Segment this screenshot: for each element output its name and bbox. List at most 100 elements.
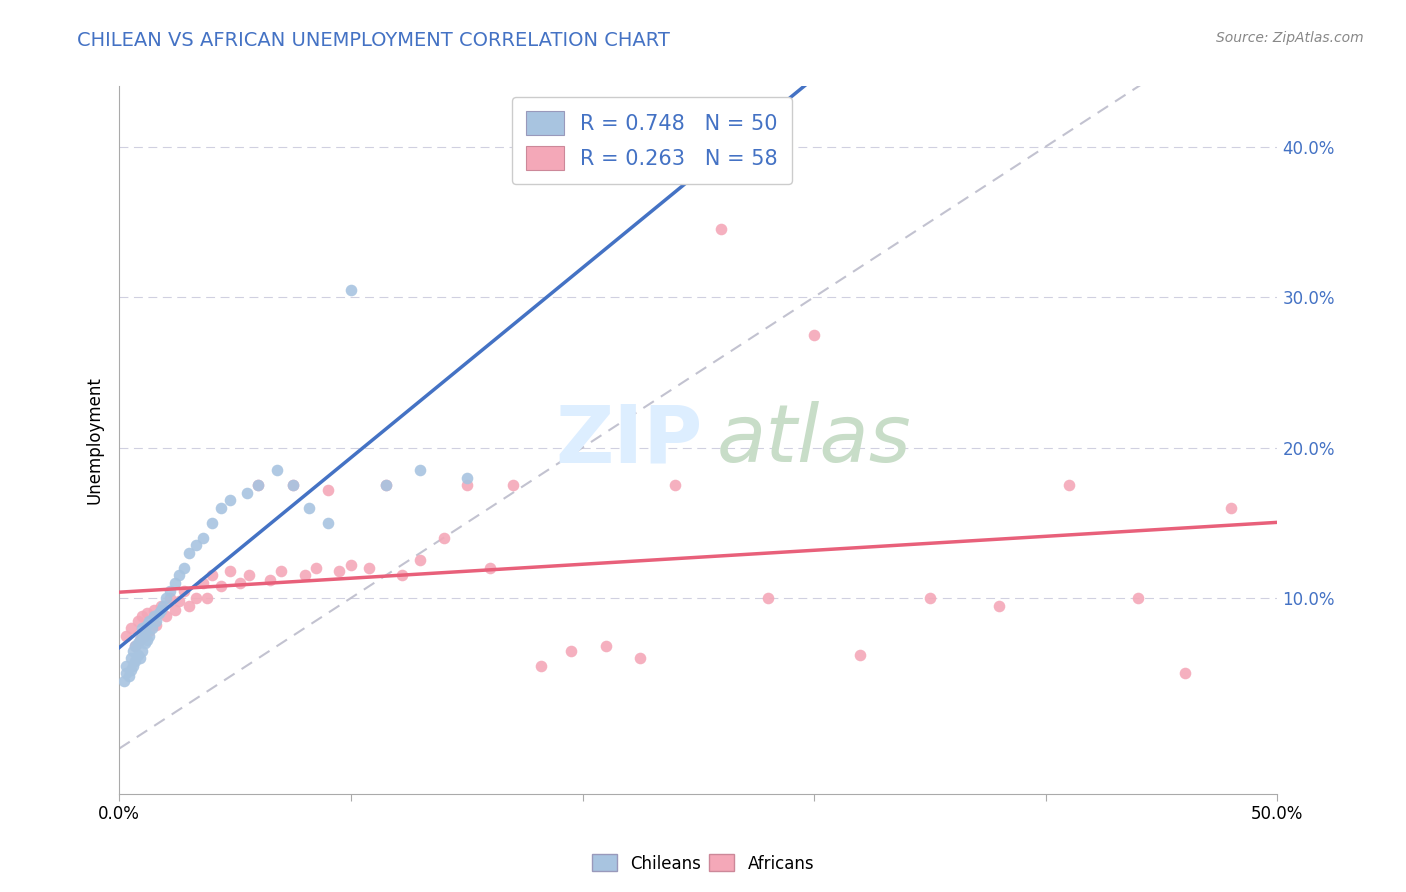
Point <box>159 583 181 598</box>
Point <box>136 618 159 632</box>
Point <box>710 222 733 236</box>
Point <box>201 568 224 582</box>
Point <box>184 591 207 605</box>
Point <box>456 470 478 484</box>
Point <box>191 531 214 545</box>
Point <box>266 463 288 477</box>
Y-axis label: Unemployment: Unemployment <box>86 376 103 504</box>
Point <box>149 599 172 613</box>
Point <box>340 283 363 297</box>
Point <box>173 583 195 598</box>
Point <box>409 553 432 567</box>
Point <box>628 651 651 665</box>
Point <box>163 603 186 617</box>
Point <box>115 666 138 681</box>
Point <box>219 493 242 508</box>
Point <box>191 576 214 591</box>
Text: Source: ZipAtlas.com: Source: ZipAtlas.com <box>1216 31 1364 45</box>
Point <box>209 579 232 593</box>
Point <box>201 516 224 530</box>
Point <box>155 591 177 605</box>
Point <box>134 629 156 643</box>
Point <box>1057 478 1080 492</box>
Point <box>138 624 160 639</box>
Point <box>136 606 159 620</box>
Legend: R = 0.748   N = 50, R = 0.263   N = 58: R = 0.748 N = 50, R = 0.263 N = 58 <box>512 96 793 185</box>
Point <box>456 478 478 492</box>
Point <box>756 591 779 605</box>
Point <box>177 599 200 613</box>
Point <box>129 633 152 648</box>
Point <box>359 561 381 575</box>
Legend: Chileans, Africans: Chileans, Africans <box>585 847 821 880</box>
Text: atlas: atlas <box>717 401 911 479</box>
Point <box>159 591 181 605</box>
Point <box>124 639 146 653</box>
Point <box>143 609 166 624</box>
Point <box>316 516 339 530</box>
Point <box>129 651 152 665</box>
Point <box>145 618 167 632</box>
Text: ZIP: ZIP <box>555 401 703 479</box>
Point <box>127 648 149 663</box>
Point <box>115 629 138 643</box>
Point <box>259 573 281 587</box>
Point <box>247 478 270 492</box>
Point <box>294 568 316 582</box>
Point <box>502 478 524 492</box>
Point <box>340 558 363 572</box>
Point <box>219 564 242 578</box>
Point <box>131 643 153 657</box>
Point <box>163 576 186 591</box>
Point <box>281 478 304 492</box>
Point <box>129 633 152 648</box>
Point <box>124 654 146 668</box>
Point <box>120 621 142 635</box>
Point <box>298 500 321 515</box>
Point <box>988 599 1011 613</box>
Point <box>136 633 159 648</box>
Point <box>141 621 163 635</box>
Point <box>374 478 396 492</box>
Point <box>235 485 257 500</box>
Point <box>1174 666 1197 681</box>
Point <box>374 478 396 492</box>
Text: CHILEAN VS AFRICAN UNEMPLOYMENT CORRELATION CHART: CHILEAN VS AFRICAN UNEMPLOYMENT CORRELAT… <box>77 31 671 50</box>
Point <box>122 643 145 657</box>
Point <box>184 538 207 552</box>
Point <box>127 636 149 650</box>
Point <box>120 663 142 677</box>
Point <box>849 648 872 663</box>
Point <box>918 591 941 605</box>
Point <box>409 463 432 477</box>
Point <box>177 546 200 560</box>
Point <box>803 327 825 342</box>
Point <box>152 599 174 613</box>
Point <box>131 629 153 643</box>
Point <box>134 636 156 650</box>
Point <box>560 643 582 657</box>
Point <box>478 561 501 575</box>
Point <box>1220 500 1243 515</box>
Point <box>134 624 156 639</box>
Point <box>664 478 686 492</box>
Point <box>305 561 328 575</box>
Point <box>270 564 292 578</box>
Point <box>148 606 170 620</box>
Point <box>117 669 139 683</box>
Point <box>328 564 350 578</box>
Point <box>127 614 149 628</box>
Point <box>169 594 191 608</box>
Point <box>149 603 172 617</box>
Point <box>131 609 153 624</box>
Point <box>209 500 232 515</box>
Point <box>155 609 177 624</box>
Point <box>228 576 250 591</box>
Point <box>530 658 553 673</box>
Point <box>145 614 167 628</box>
Point <box>138 629 160 643</box>
Point <box>138 614 160 628</box>
Point <box>432 531 454 545</box>
Point <box>1128 591 1150 605</box>
Point <box>143 603 166 617</box>
